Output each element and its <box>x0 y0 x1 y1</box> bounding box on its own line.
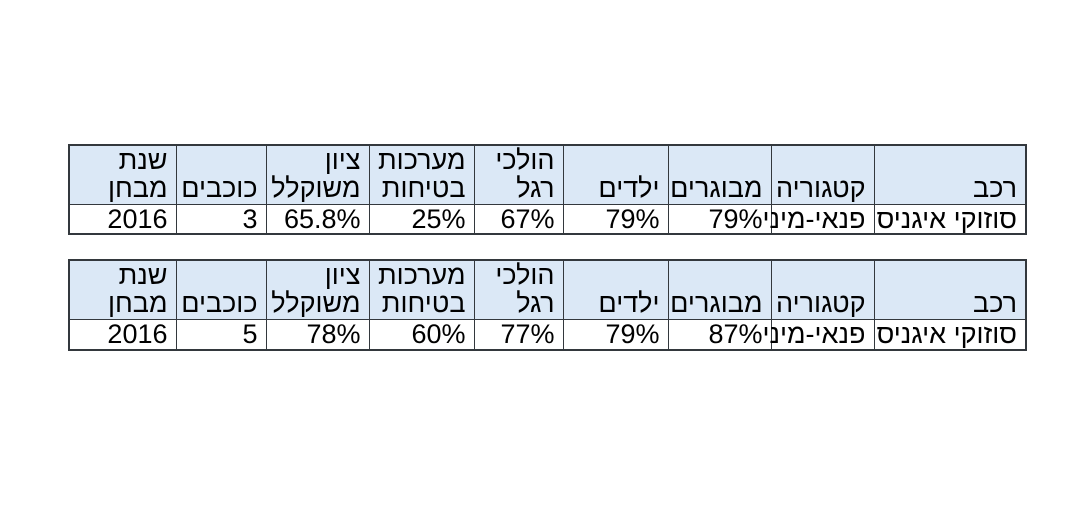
header-row: רכב קטגוריה מבוגרים ילדים הולכי רגל מערכ… <box>68 144 1027 205</box>
cell-safety-systems: 25% <box>368 204 475 235</box>
header-stars: כוכבים <box>175 259 267 320</box>
header-pedestrians: הולכי רגל <box>473 259 564 320</box>
cell-adults: 87% <box>667 319 772 350</box>
header-pedestrians: הולכי רגל <box>473 144 564 205</box>
cell-category: פנאי-מיני <box>762 204 875 235</box>
data-row: סוזוקי איגניס פנאי-מיני 79% 79% 67% 25% … <box>68 204 1027 235</box>
header-category: קטגוריה <box>770 144 875 205</box>
data-row: סוזוקי איגניס פנאי-מיני 87% 79% 77% 60% … <box>68 319 1027 350</box>
header-weighted-score: ציון משוקלל <box>265 144 370 205</box>
cell-children: 79% <box>562 319 669 350</box>
header-test-year: שנת מבחן <box>68 259 177 320</box>
cell-weighted-score: 65.8% <box>265 204 370 235</box>
header-category: קטגוריה <box>770 259 875 320</box>
header-children: ילדים <box>562 259 669 320</box>
cell-test-year: 2016 <box>68 319 177 350</box>
cell-vehicle: סוזוקי איגניס <box>873 319 1027 350</box>
header-row: רכב קטגוריה מבוגרים ילדים הולכי רגל מערכ… <box>68 259 1027 320</box>
cell-safety-systems: 60% <box>368 319 475 350</box>
header-stars: כוכבים <box>175 144 267 205</box>
cell-test-year: 2016 <box>68 204 177 235</box>
crash-test-results-table-top: רכב קטגוריה מבוגרים ילדים הולכי רגל מערכ… <box>68 144 1027 235</box>
header-test-year: שנת מבחן <box>68 144 177 205</box>
cell-weighted-score: 78% <box>265 319 370 350</box>
cell-pedestrians: 77% <box>473 319 564 350</box>
header-adults: מבוגרים <box>667 259 772 320</box>
cell-adults: 79% <box>667 204 772 235</box>
crash-test-results-table-bottom: רכב קטגוריה מבוגרים ילדים הולכי רגל מערכ… <box>68 259 1027 351</box>
header-vehicle: רכב <box>873 259 1027 320</box>
cell-stars: 5 <box>175 319 267 350</box>
header-safety-systems: מערכות בטיחות <box>368 144 475 205</box>
header-adults: מבוגרים <box>667 144 772 205</box>
cell-vehicle: סוזוקי איגניס <box>873 204 1027 235</box>
header-weighted-score: ציון משוקלל <box>265 259 370 320</box>
header-vehicle: רכב <box>873 144 1027 205</box>
header-safety-systems: מערכות בטיחות <box>368 259 475 320</box>
cell-stars: 3 <box>175 204 267 235</box>
cell-children: 79% <box>562 204 669 235</box>
cell-category: פנאי-מיני <box>762 319 875 350</box>
header-children: ילדים <box>562 144 669 205</box>
cell-pedestrians: 67% <box>473 204 564 235</box>
